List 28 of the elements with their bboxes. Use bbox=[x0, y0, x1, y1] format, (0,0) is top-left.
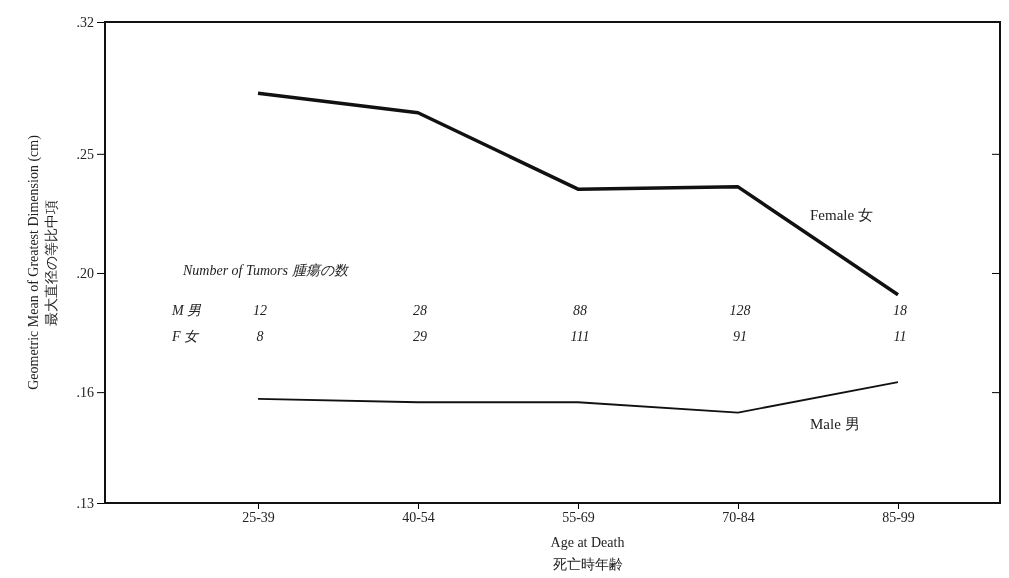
annotation: 29 bbox=[413, 329, 427, 344]
annotation: M 男 bbox=[171, 303, 203, 318]
y-tick-label: .13 bbox=[76, 495, 94, 511]
annotation: 91 bbox=[733, 329, 747, 344]
line-series bbox=[257, 381, 899, 414]
annotation: 8 bbox=[256, 329, 264, 344]
annotation: 11 bbox=[893, 329, 907, 344]
y-tick-label: .25 bbox=[76, 146, 94, 162]
x-tick-label: 40-54 bbox=[402, 509, 435, 525]
annotation: 18 bbox=[893, 303, 907, 318]
annotation: 128 bbox=[729, 303, 751, 318]
x-axis-title: Age at Death 死亡時年齢 bbox=[550, 535, 625, 572]
annotation: F 女 bbox=[171, 329, 201, 344]
x-tick-label: 25-39 bbox=[242, 509, 275, 525]
annotation: 28 bbox=[413, 303, 427, 318]
x-tick-label: 70-84 bbox=[722, 509, 755, 525]
series-label: Female 女 bbox=[810, 206, 873, 223]
y-tick-label: .32 bbox=[76, 14, 94, 30]
x-tick-label: 85-99 bbox=[882, 509, 915, 525]
y-axis-title: Geometric Mean of Greatest Dimension (cm) 最大直径の等比中項 bbox=[26, 134, 59, 390]
annotation: 88 bbox=[573, 303, 587, 318]
x-tick-label: 55-69 bbox=[562, 509, 595, 525]
y-tick-label: .20 bbox=[76, 265, 94, 281]
series-label: Male 男 bbox=[810, 416, 860, 433]
annotation: Number of Tumors 腫瘍の数 bbox=[182, 263, 350, 278]
annotation: 111 bbox=[570, 329, 590, 344]
y-tick-label: .16 bbox=[76, 385, 94, 401]
annotation: 12 bbox=[253, 303, 267, 318]
